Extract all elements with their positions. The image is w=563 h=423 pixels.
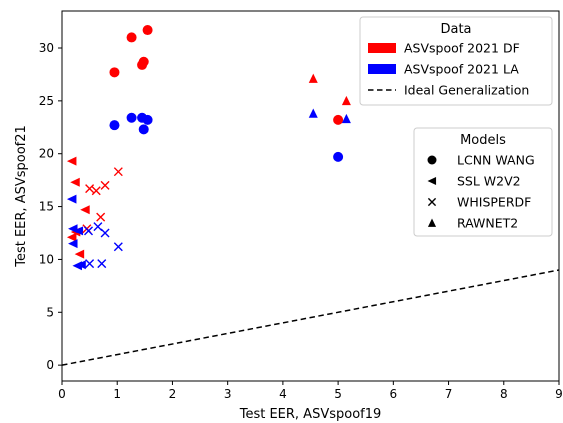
data-point xyxy=(142,114,153,125)
x-tick-label: 5 xyxy=(334,387,342,401)
data-point xyxy=(66,156,77,166)
data-point xyxy=(100,180,110,190)
y-tick-label: 30 xyxy=(39,41,54,55)
y-tick-label: 0 xyxy=(46,358,54,372)
data-point xyxy=(84,226,94,236)
x-tick-label: 0 xyxy=(58,387,66,401)
data-point xyxy=(308,108,318,118)
data-point xyxy=(333,114,344,125)
data-point xyxy=(100,228,110,238)
series-asvspoof-2021-la-whisperdf xyxy=(84,222,123,269)
data-point xyxy=(76,260,86,270)
x-axis-title: Test EER, ASVspoof19 xyxy=(239,407,382,422)
legend-marker-lcnn-wang xyxy=(427,155,437,165)
legend-label-rawnet2: RAWNET2 xyxy=(457,216,518,231)
y-tick-label: 5 xyxy=(46,305,54,319)
data-point xyxy=(109,120,120,131)
data-point xyxy=(85,259,95,269)
x-tick-label: 8 xyxy=(500,387,508,401)
legend-marker-ssl-w2v2 xyxy=(427,176,437,186)
legend-models-title: Models xyxy=(460,133,506,148)
x-tick-label: 2 xyxy=(169,387,177,401)
data-point xyxy=(68,239,78,249)
plot-frame xyxy=(61,10,560,382)
legend-label-asvspoof-2021-df: ASVspoof 2021 DF xyxy=(404,41,520,56)
y-tick-label: 10 xyxy=(39,252,54,266)
legend-label-whisperdf: WHISPERDF xyxy=(457,195,531,210)
series-asvspoof-2021-df-rawnet2 xyxy=(308,73,351,106)
legend-label-asvspoof-2021-la: ASVspoof 2021 LA xyxy=(404,62,519,77)
data-point xyxy=(333,151,344,162)
y-tick-label: 20 xyxy=(39,147,54,161)
data-point xyxy=(91,186,101,196)
y-tick-label: 15 xyxy=(39,200,54,214)
series-asvspoof-2021-df-whisperdf xyxy=(82,167,123,234)
legend-marker-rawnet2 xyxy=(427,218,437,227)
data-point xyxy=(66,232,77,242)
data-point xyxy=(341,113,351,124)
data-point xyxy=(142,25,153,36)
data-point xyxy=(70,177,80,187)
x-tick-label: 3 xyxy=(224,387,232,401)
y-tick-label: 25 xyxy=(39,94,54,108)
legend-swatch-asvspoof-2021-la xyxy=(368,64,396,74)
data-point xyxy=(74,249,85,259)
series-asvspoof-2021-la-ssl-w2v2 xyxy=(66,194,86,271)
data-point xyxy=(308,73,318,83)
series-asvspoof-2021-df-lcnn-wang xyxy=(109,25,344,125)
legend-data xyxy=(359,16,553,106)
data-point xyxy=(126,112,137,123)
data-point xyxy=(85,184,95,194)
axes-layer: 0 1 2 3 4 5 6 7 8 9 0 5 10 15 20 25 30 Test EER, ASVspoof… xyxy=(14,10,563,422)
x-tick-label: 7 xyxy=(445,387,453,401)
plot-layer xyxy=(61,25,560,366)
legend-models xyxy=(413,127,553,237)
series-asvspoof-2021-la-lcnn-wang xyxy=(109,112,344,162)
legend-label-ideal-generalization: Ideal Generalization xyxy=(404,83,529,98)
x-tick-label: 6 xyxy=(390,387,398,401)
legend-label-lcnn-wang: LCNN WANG xyxy=(457,153,535,168)
y-axis-title: Test EER, ASVspoof21 xyxy=(14,125,29,268)
data-point xyxy=(137,59,148,70)
data-point xyxy=(66,194,77,204)
x-tick-label: 9 xyxy=(555,387,563,401)
data-point xyxy=(96,212,106,222)
legend-marker-whisperdf xyxy=(427,197,437,207)
data-point xyxy=(113,242,123,252)
data-point xyxy=(73,226,84,236)
data-point xyxy=(93,222,103,232)
data-point xyxy=(341,95,351,106)
series-asvspoof-2021-la-rawnet2 xyxy=(308,108,351,124)
data-point xyxy=(138,124,149,135)
legend-layer: Data ASVspoof 2021 DF ASVspoof 2021 LA Idea… xyxy=(359,16,553,237)
legend-data-title: Data xyxy=(440,22,471,37)
data-point xyxy=(113,167,123,177)
data-point xyxy=(109,67,120,78)
data-point xyxy=(80,205,90,215)
legend-swatch-asvspoof-2021-df xyxy=(368,43,396,53)
legend-label-ssl-w2v2: SSL W2V2 xyxy=(457,174,521,189)
data-point xyxy=(97,259,107,269)
x-tick-label: 1 xyxy=(113,387,121,401)
data-point xyxy=(126,32,137,43)
ideal-generalization-line xyxy=(61,269,560,366)
x-tick-label: 4 xyxy=(279,387,287,401)
